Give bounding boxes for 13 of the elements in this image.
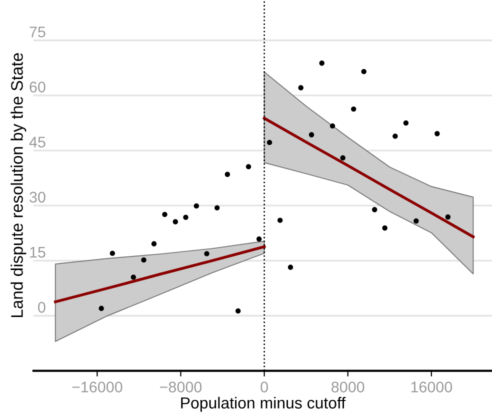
x-tick-label: −16000	[72, 382, 122, 392]
y-tick-label: 45	[29, 136, 46, 148]
y-axis-title: Land dispute resolution by the State	[10, 53, 26, 317]
y-tick-label: 0	[38, 302, 46, 313]
y-tick-label: 30	[30, 192, 46, 203]
x-axis-title: Population minus cutoff	[181, 396, 346, 412]
x-tick-label: 8000	[332, 382, 364, 392]
x-tick-label: 16000	[411, 382, 452, 392]
y-tick-label: 15	[30, 246, 46, 258]
x-tick-label: −8000	[160, 382, 202, 392]
x-tick-label: 0	[260, 382, 268, 392]
y-tick-label: 75	[30, 26, 46, 38]
y-tick-label: 60	[30, 82, 46, 92]
